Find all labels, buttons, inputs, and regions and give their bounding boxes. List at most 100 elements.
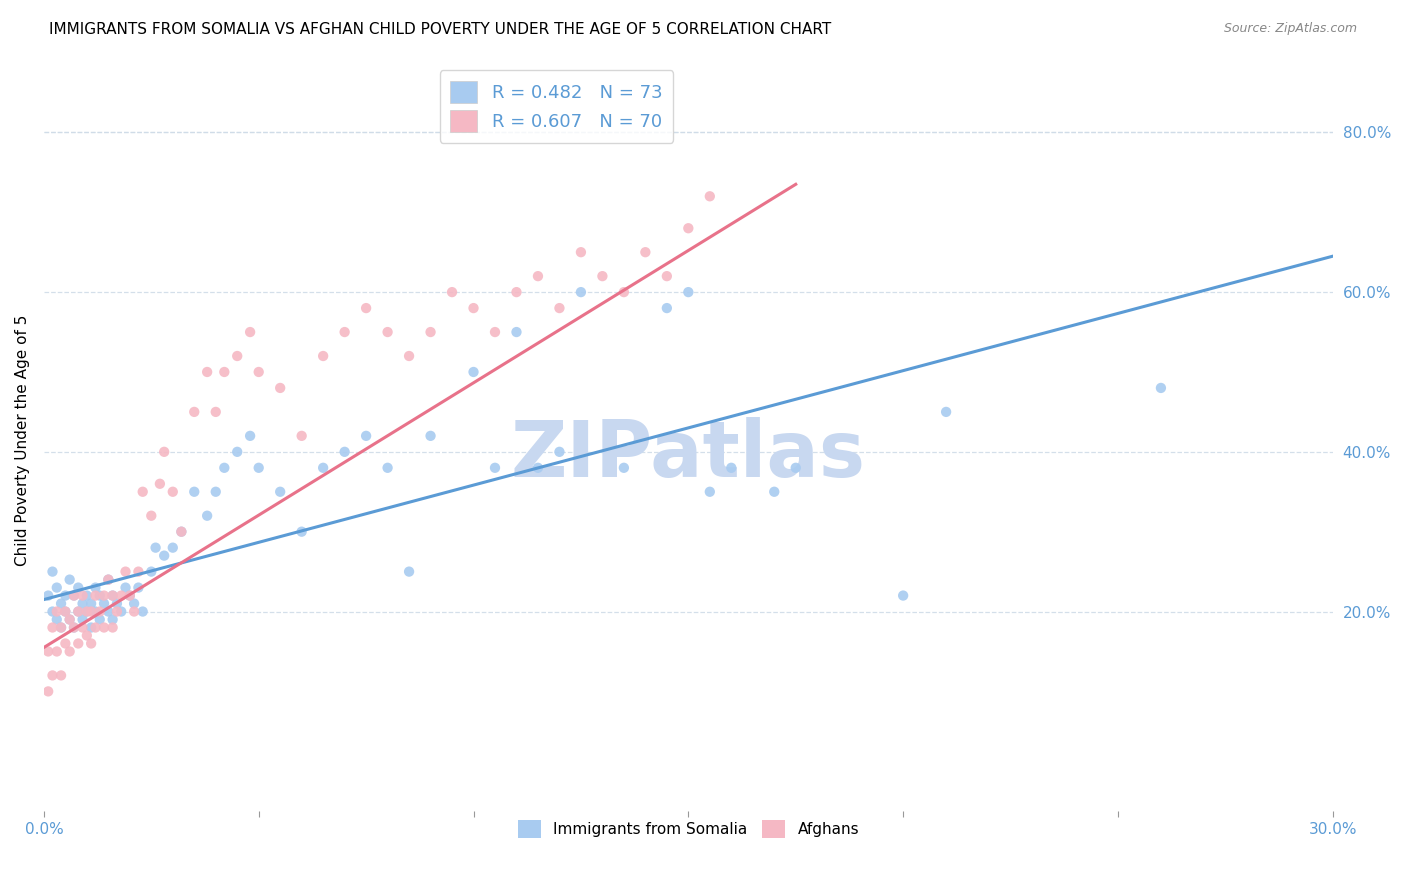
Point (247, 460, 270, 475)
Point (354, 301, 377, 315)
Point (93, 589, 115, 603)
Point (53, 636, 76, 650)
Point (97, 573, 120, 587)
Point (419, 325, 441, 339)
Point (591, 269, 613, 284)
Point (226, 445, 249, 459)
Point (45, 605, 67, 619)
Point (145, 541, 167, 555)
Point (183, 405, 205, 419)
Point (41, 565, 63, 579)
Point (49, 620, 72, 634)
Point (67, 605, 90, 619)
Point (195, 365, 218, 379)
Point (505, 325, 527, 339)
Point (84, 589, 107, 603)
Point (239, 429, 262, 443)
Point (214, 365, 236, 379)
Point (67, 581, 90, 595)
Point (37, 589, 59, 603)
Point (63, 620, 86, 634)
Point (101, 613, 124, 627)
Point (80, 620, 103, 634)
Point (72, 589, 94, 603)
Point (105, 597, 128, 611)
Point (63, 589, 86, 603)
Point (80, 597, 103, 611)
Point (377, 325, 399, 339)
Point (149, 476, 172, 491)
Point (484, 460, 506, 475)
Point (720, 460, 742, 475)
Point (569, 285, 592, 299)
Point (419, 429, 441, 443)
Point (80, 636, 103, 650)
Point (84, 605, 107, 619)
Point (333, 445, 356, 459)
Text: IMMIGRANTS FROM SOMALIA VS AFGHAN CHILD POVERTY UNDER THE AGE OF 5 CORRELATION C: IMMIGRANTS FROM SOMALIA VS AFGHAN CHILD … (49, 22, 831, 37)
Point (84, 581, 107, 595)
Point (195, 508, 218, 523)
Point (247, 365, 270, 379)
Point (53, 605, 76, 619)
Point (239, 325, 262, 339)
Point (118, 589, 141, 603)
Point (398, 349, 420, 363)
Point (655, 301, 678, 315)
Point (548, 301, 571, 315)
Point (59, 644, 82, 658)
Point (114, 565, 136, 579)
Point (141, 508, 163, 523)
Point (76, 605, 98, 619)
Point (441, 285, 464, 299)
Point (84, 620, 107, 634)
Point (204, 484, 226, 499)
Point (76, 628, 98, 642)
Point (49, 668, 72, 682)
Point (269, 381, 291, 395)
Point (141, 565, 163, 579)
Point (153, 445, 176, 459)
Point (214, 460, 236, 475)
Point (93, 597, 115, 611)
Point (655, 269, 678, 284)
Point (699, 189, 721, 203)
Point (484, 325, 506, 339)
Legend: Immigrants from Somalia, Afghans: Immigrants from Somalia, Afghans (512, 814, 865, 845)
Point (153, 549, 176, 563)
Point (89, 613, 111, 627)
Point (527, 460, 550, 475)
Point (763, 484, 786, 499)
Point (269, 484, 291, 499)
Point (59, 613, 82, 627)
Point (97, 605, 120, 619)
Point (291, 429, 314, 443)
Point (45, 644, 67, 658)
Point (59, 613, 82, 627)
Point (226, 349, 249, 363)
Point (785, 460, 807, 475)
Point (53, 605, 76, 619)
Point (89, 605, 111, 619)
Point (63, 620, 86, 634)
Point (613, 460, 636, 475)
Point (80, 605, 103, 619)
Point (49, 620, 72, 634)
Point (131, 484, 153, 499)
Text: Source: ZipAtlas.com: Source: ZipAtlas.com (1223, 22, 1357, 36)
Point (76, 589, 98, 603)
Point (118, 589, 141, 603)
Point (463, 301, 485, 315)
Point (505, 285, 527, 299)
Point (127, 565, 149, 579)
Point (72, 613, 94, 627)
Point (89, 589, 111, 603)
Point (101, 620, 124, 634)
Point (312, 349, 335, 363)
Point (122, 605, 145, 619)
Point (678, 221, 700, 235)
Point (97, 573, 120, 587)
Point (162, 484, 184, 499)
Point (291, 524, 314, 539)
Point (333, 325, 356, 339)
